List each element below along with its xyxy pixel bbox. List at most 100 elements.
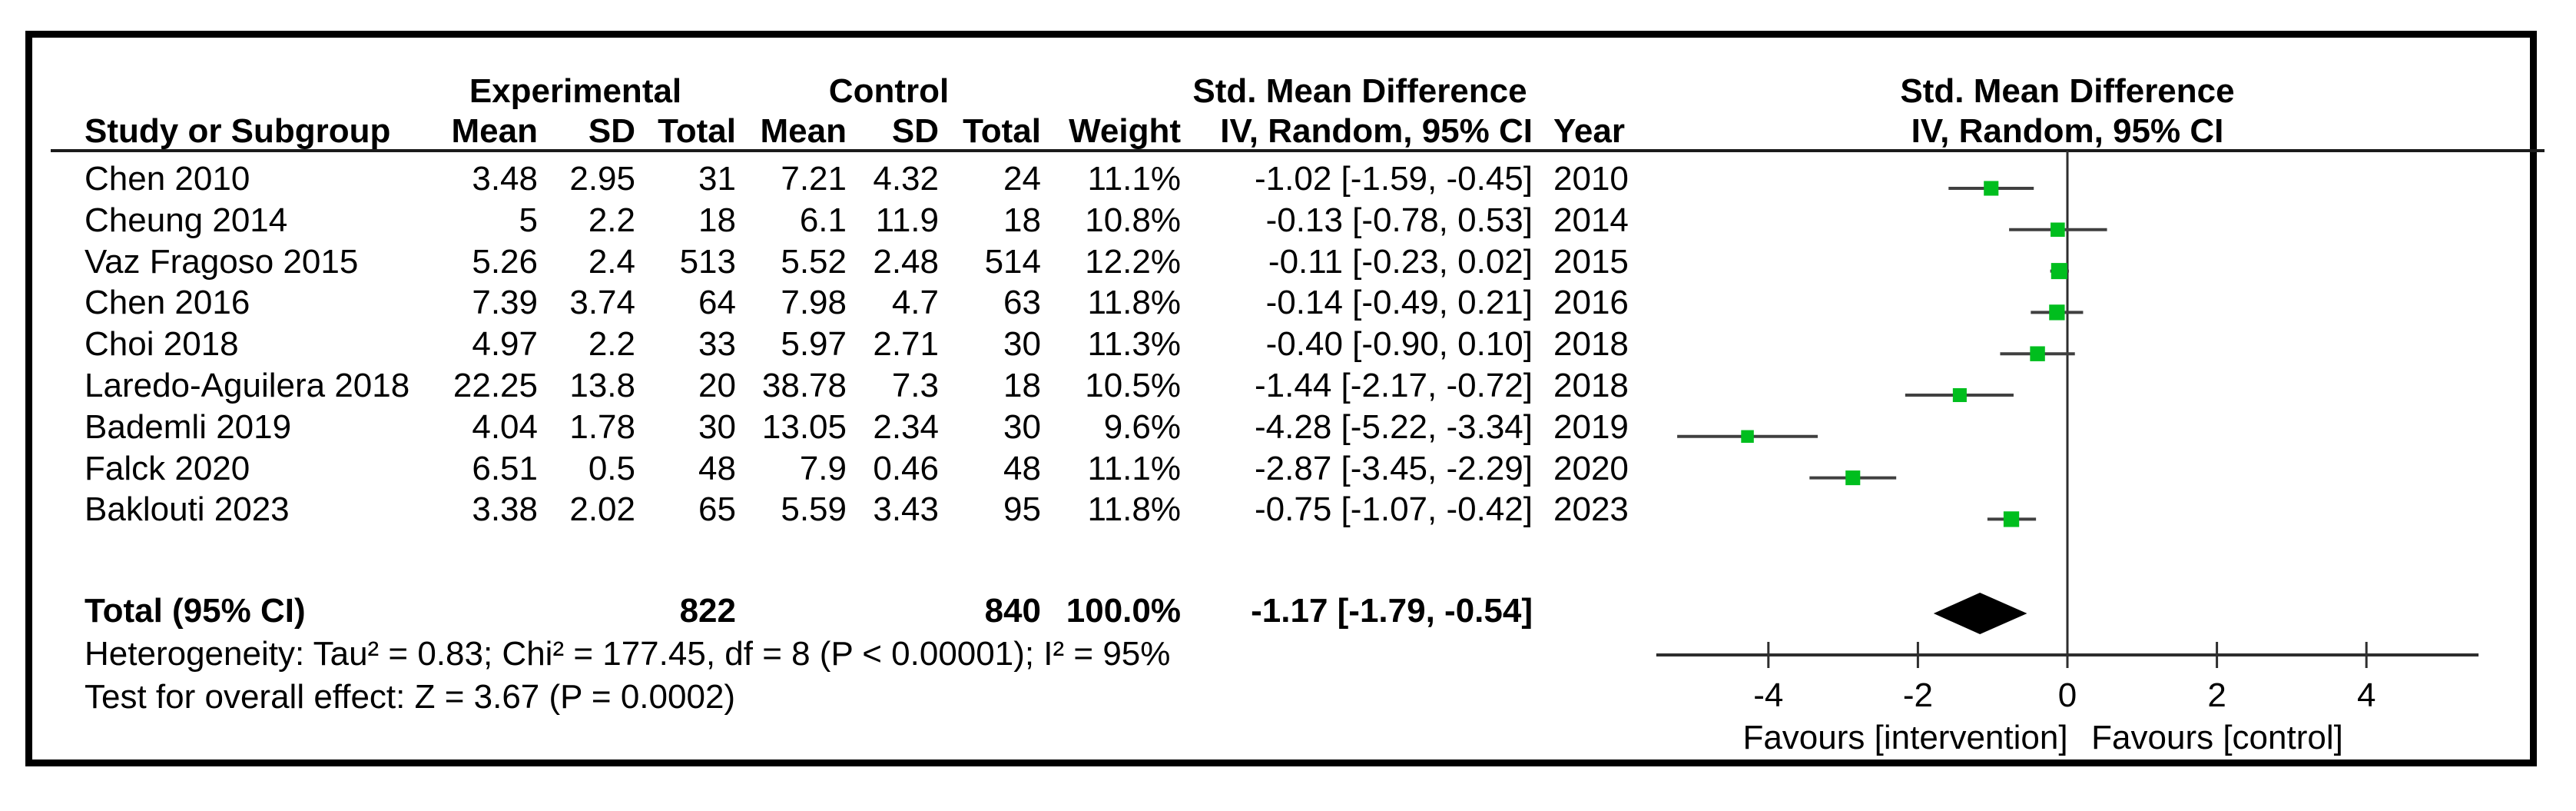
cell-total-experimental: 513 [679,242,736,281]
column-header-method-plot: IV, Random, 95% CI [1911,112,2224,150]
effect-marker [2051,263,2067,280]
cell-year: 2016 [1553,284,1629,322]
cell-sd-control: 0.46 [873,449,939,487]
header-underline [51,149,2545,152]
cell-mean-control: 7.21 [781,160,847,198]
overall-effect-note: Test for overall effect: Z = 3.67 (P = 0… [85,678,736,716]
axis-tick-label: -2 [1903,676,1933,714]
cell-mean-control: 5.52 [781,242,847,281]
cell-year: 2023 [1553,490,1629,529]
column-header-row: Study or Subgroup Mean SD Total Mean SD … [0,111,1690,152]
cell-total-experimental: 64 [698,284,736,322]
cell-total-control: 514 [984,242,1041,281]
study-row: Chen 2010 3.48 2.95 31 7.21 4.32 24 11.1… [0,158,1690,200]
total-experimental-n: 822 [679,592,736,630]
study-name: Laredo-Aguilera 2018 [85,367,410,404]
favours-left-label: Favours [intervention] [1742,719,2067,756]
cell-total-experimental: 65 [698,490,736,529]
cell-sd-control: 4.7 [891,284,939,322]
axis-tick-label: 4 [2357,676,2375,714]
study-row: Chen 2016 7.39 3.74 64 7.98 4.7 63 11.8%… [0,282,1690,324]
cell-mean-experimental: 5.26 [472,242,538,281]
cell-total-control: 30 [1003,407,1041,446]
cell-weight: 11.8% [1087,490,1182,529]
cell-sd-control: 2.71 [873,325,939,364]
cell-total-experimental: 31 [698,160,736,198]
heterogeneity-note: Heterogeneity: Tau² = 0.83; Chi² = 177.4… [85,635,1171,673]
study-row: Bademli 2019 4.04 1.78 30 13.05 2.34 30 … [0,407,1690,448]
effect-marker [1845,470,1861,486]
cell-smd-ci: -1.44 [-2.17, -0.72] [1255,367,1533,404]
cell-sd-experimental: 13.8 [569,367,635,404]
cell-sd-experimental: 2.2 [588,325,635,364]
column-header-total-control: Total [963,112,1041,150]
effect-marker [1984,181,1999,196]
cell-smd-ci: -4.28 [-5.22, -3.34] [1255,407,1533,446]
favours-right-label: Favours [control] [2091,719,2343,756]
effect-marker [2030,346,2045,361]
column-header-year: Year [1553,112,1625,150]
total-row: Total (95% CI) 822 840 100.0% -1.17 [-1.… [0,590,1690,632]
cell-sd-control: 2.48 [873,242,939,281]
header-effect-measure-table: Std. Mean Difference [1192,72,1527,110]
column-header-sd-experimental: SD [588,112,635,150]
total-control-n: 840 [984,592,1041,630]
cell-sd-experimental: 1.78 [569,407,635,446]
cell-total-experimental: 33 [698,325,736,364]
cell-weight: 11.1% [1087,160,1182,198]
cell-sd-control: 4.32 [873,160,939,198]
cell-sd-experimental: 2.2 [588,201,635,239]
cell-sd-experimental: 0.5 [588,449,635,487]
cell-total-control: 95 [1003,490,1041,529]
axis-tick-label: 2 [2207,676,2226,714]
cell-sd-experimental: 2.4 [588,242,635,281]
cell-total-experimental: 30 [698,407,736,446]
study-name: Vaz Fragoso 2015 [85,242,359,281]
study-name: Cheung 2014 [85,201,288,239]
study-name: Falck 2020 [85,449,250,487]
cell-weight: 9.6% [1103,407,1181,446]
cell-total-experimental: 18 [698,201,736,239]
cell-year: 2018 [1553,325,1629,364]
cell-year: 2014 [1553,201,1629,239]
cell-smd-ci: -1.02 [-1.59, -0.45] [1255,160,1533,198]
cell-total-control: 30 [1003,325,1041,364]
study-row: Baklouti 2023 3.38 2.02 65 5.59 3.43 95 … [0,489,1690,530]
cell-mean-experimental: 4.04 [472,407,538,446]
cell-smd-ci: -0.13 [-0.78, 0.53] [1265,201,1533,239]
study-name: Baklouti 2023 [85,490,290,529]
effect-marker [2003,511,2020,527]
cell-mean-control: 38.78 [761,367,847,404]
effect-marker [1741,430,1754,444]
axis-tick-label: -4 [1753,676,1783,714]
study-name: Choi 2018 [85,325,239,364]
study-row: Cheung 2014 5 2.2 18 6.1 11.9 18 10.8% -… [0,200,1690,241]
study-name: Chen 2016 [85,284,250,322]
cell-sd-control: 3.43 [873,490,939,529]
cell-smd-ci: -0.11 [-0.23, 0.02] [1268,242,1533,281]
cell-smd-ci: -0.40 [-0.90, 0.10] [1265,325,1533,364]
cell-mean-control: 7.98 [781,284,847,322]
cell-smd-ci: -2.87 [-3.45, -2.29] [1255,449,1533,487]
cell-weight: 11.1% [1087,449,1182,487]
cell-year: 2018 [1553,367,1629,404]
cell-year: 2010 [1553,160,1629,198]
study-name: Bademli 2019 [85,407,292,446]
cell-year: 2015 [1553,242,1629,281]
cell-sd-experimental: 3.74 [569,284,635,322]
cell-mean-experimental: 4.97 [472,325,538,364]
cell-sd-control: 2.34 [873,407,939,446]
study-row: Vaz Fragoso 2015 5.26 2.4 513 5.52 2.48 … [0,241,1690,283]
cell-sd-control: 7.3 [891,367,939,404]
cell-total-control: 48 [1003,449,1041,487]
study-row: Laredo-Aguilera 2018 22.25 13.8 20 38.78… [0,365,1690,407]
cell-total-experimental: 48 [698,449,736,487]
column-header-sd-control: SD [891,112,939,150]
column-header-mean-control: Mean [760,112,847,150]
column-header-method: IV, Random, 95% CI [1220,112,1533,150]
cell-year: 2019 [1553,407,1629,446]
cell-mean-control: 7.9 [799,449,847,487]
total-label: Total (95% CI) [85,592,306,630]
study-row: Falck 2020 6.51 0.5 48 7.9 0.46 48 11.1%… [0,448,1690,490]
